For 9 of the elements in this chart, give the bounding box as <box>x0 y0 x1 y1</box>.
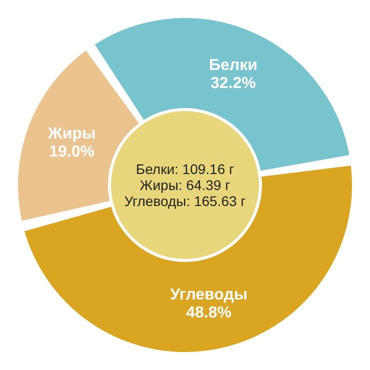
text: Белки: 109.16 г <box>136 161 234 177</box>
slice-label: Жиры <box>46 125 96 142</box>
text: Жиры: 64.39 г <box>140 177 230 193</box>
text: Углеводы: 165.63 г <box>124 193 246 209</box>
slice-label: Углеводы <box>170 286 248 304</box>
data-label: 32.2% <box>210 75 256 92</box>
data-label: 48.8% <box>186 304 232 322</box>
data-label: 19.0% <box>49 143 94 160</box>
slice-label: Белки <box>209 57 258 74</box>
